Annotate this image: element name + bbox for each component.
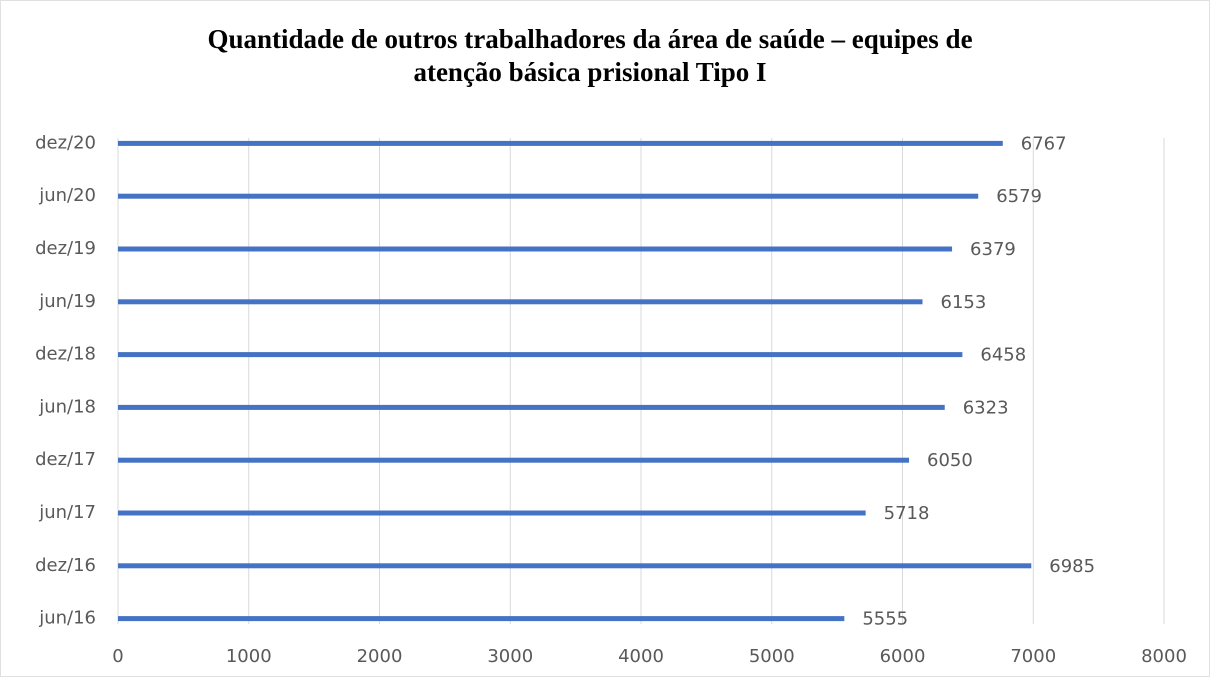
y-tick-label: dez/17 [35, 449, 96, 470]
y-tick-label: dez/19 [35, 238, 96, 259]
x-tick-label: 5000 [749, 646, 795, 667]
x-tick-label: 4000 [618, 646, 664, 667]
chart-title: atenção básica prisional Tipo I [413, 57, 766, 87]
bar [118, 246, 953, 252]
bar [118, 140, 1003, 146]
data-label: 6153 [941, 292, 987, 313]
bar [118, 563, 1032, 569]
bar [118, 299, 923, 305]
data-label: 6323 [963, 397, 1009, 418]
x-tick-label: 7000 [1010, 646, 1056, 667]
y-tick-label: dez/16 [35, 555, 96, 576]
bar [118, 404, 945, 410]
y-tick-label: jun/19 [38, 291, 96, 312]
data-label: 6050 [927, 450, 973, 471]
data-label: 6458 [980, 345, 1026, 366]
x-tick-label: 8000 [1141, 646, 1187, 667]
y-tick-label: jun/17 [38, 502, 96, 523]
y-tick-label: jun/18 [38, 396, 96, 417]
data-label: 6985 [1049, 556, 1095, 577]
chart-title: Quantidade de outros trabalhadores da ár… [207, 24, 972, 54]
data-label: 5718 [884, 503, 930, 524]
y-tick-label: dez/20 [35, 132, 96, 153]
x-tick-label: 2000 [357, 646, 403, 667]
bar [118, 616, 845, 622]
bar [118, 193, 979, 199]
data-label: 6579 [996, 186, 1042, 207]
bar [118, 510, 866, 516]
bar [118, 352, 963, 358]
y-tick-label: jun/20 [38, 185, 96, 206]
y-tick-label: dez/18 [35, 344, 96, 365]
y-tick-label: jun/16 [38, 608, 96, 629]
x-tick-label: 1000 [226, 646, 272, 667]
data-label: 5555 [862, 609, 908, 630]
data-label: 6767 [1021, 133, 1067, 154]
bar [118, 457, 910, 463]
x-tick-label: 3000 [487, 646, 533, 667]
x-tick-label: 0 [112, 646, 123, 667]
x-tick-label: 6000 [880, 646, 926, 667]
data-label: 6379 [970, 239, 1016, 260]
